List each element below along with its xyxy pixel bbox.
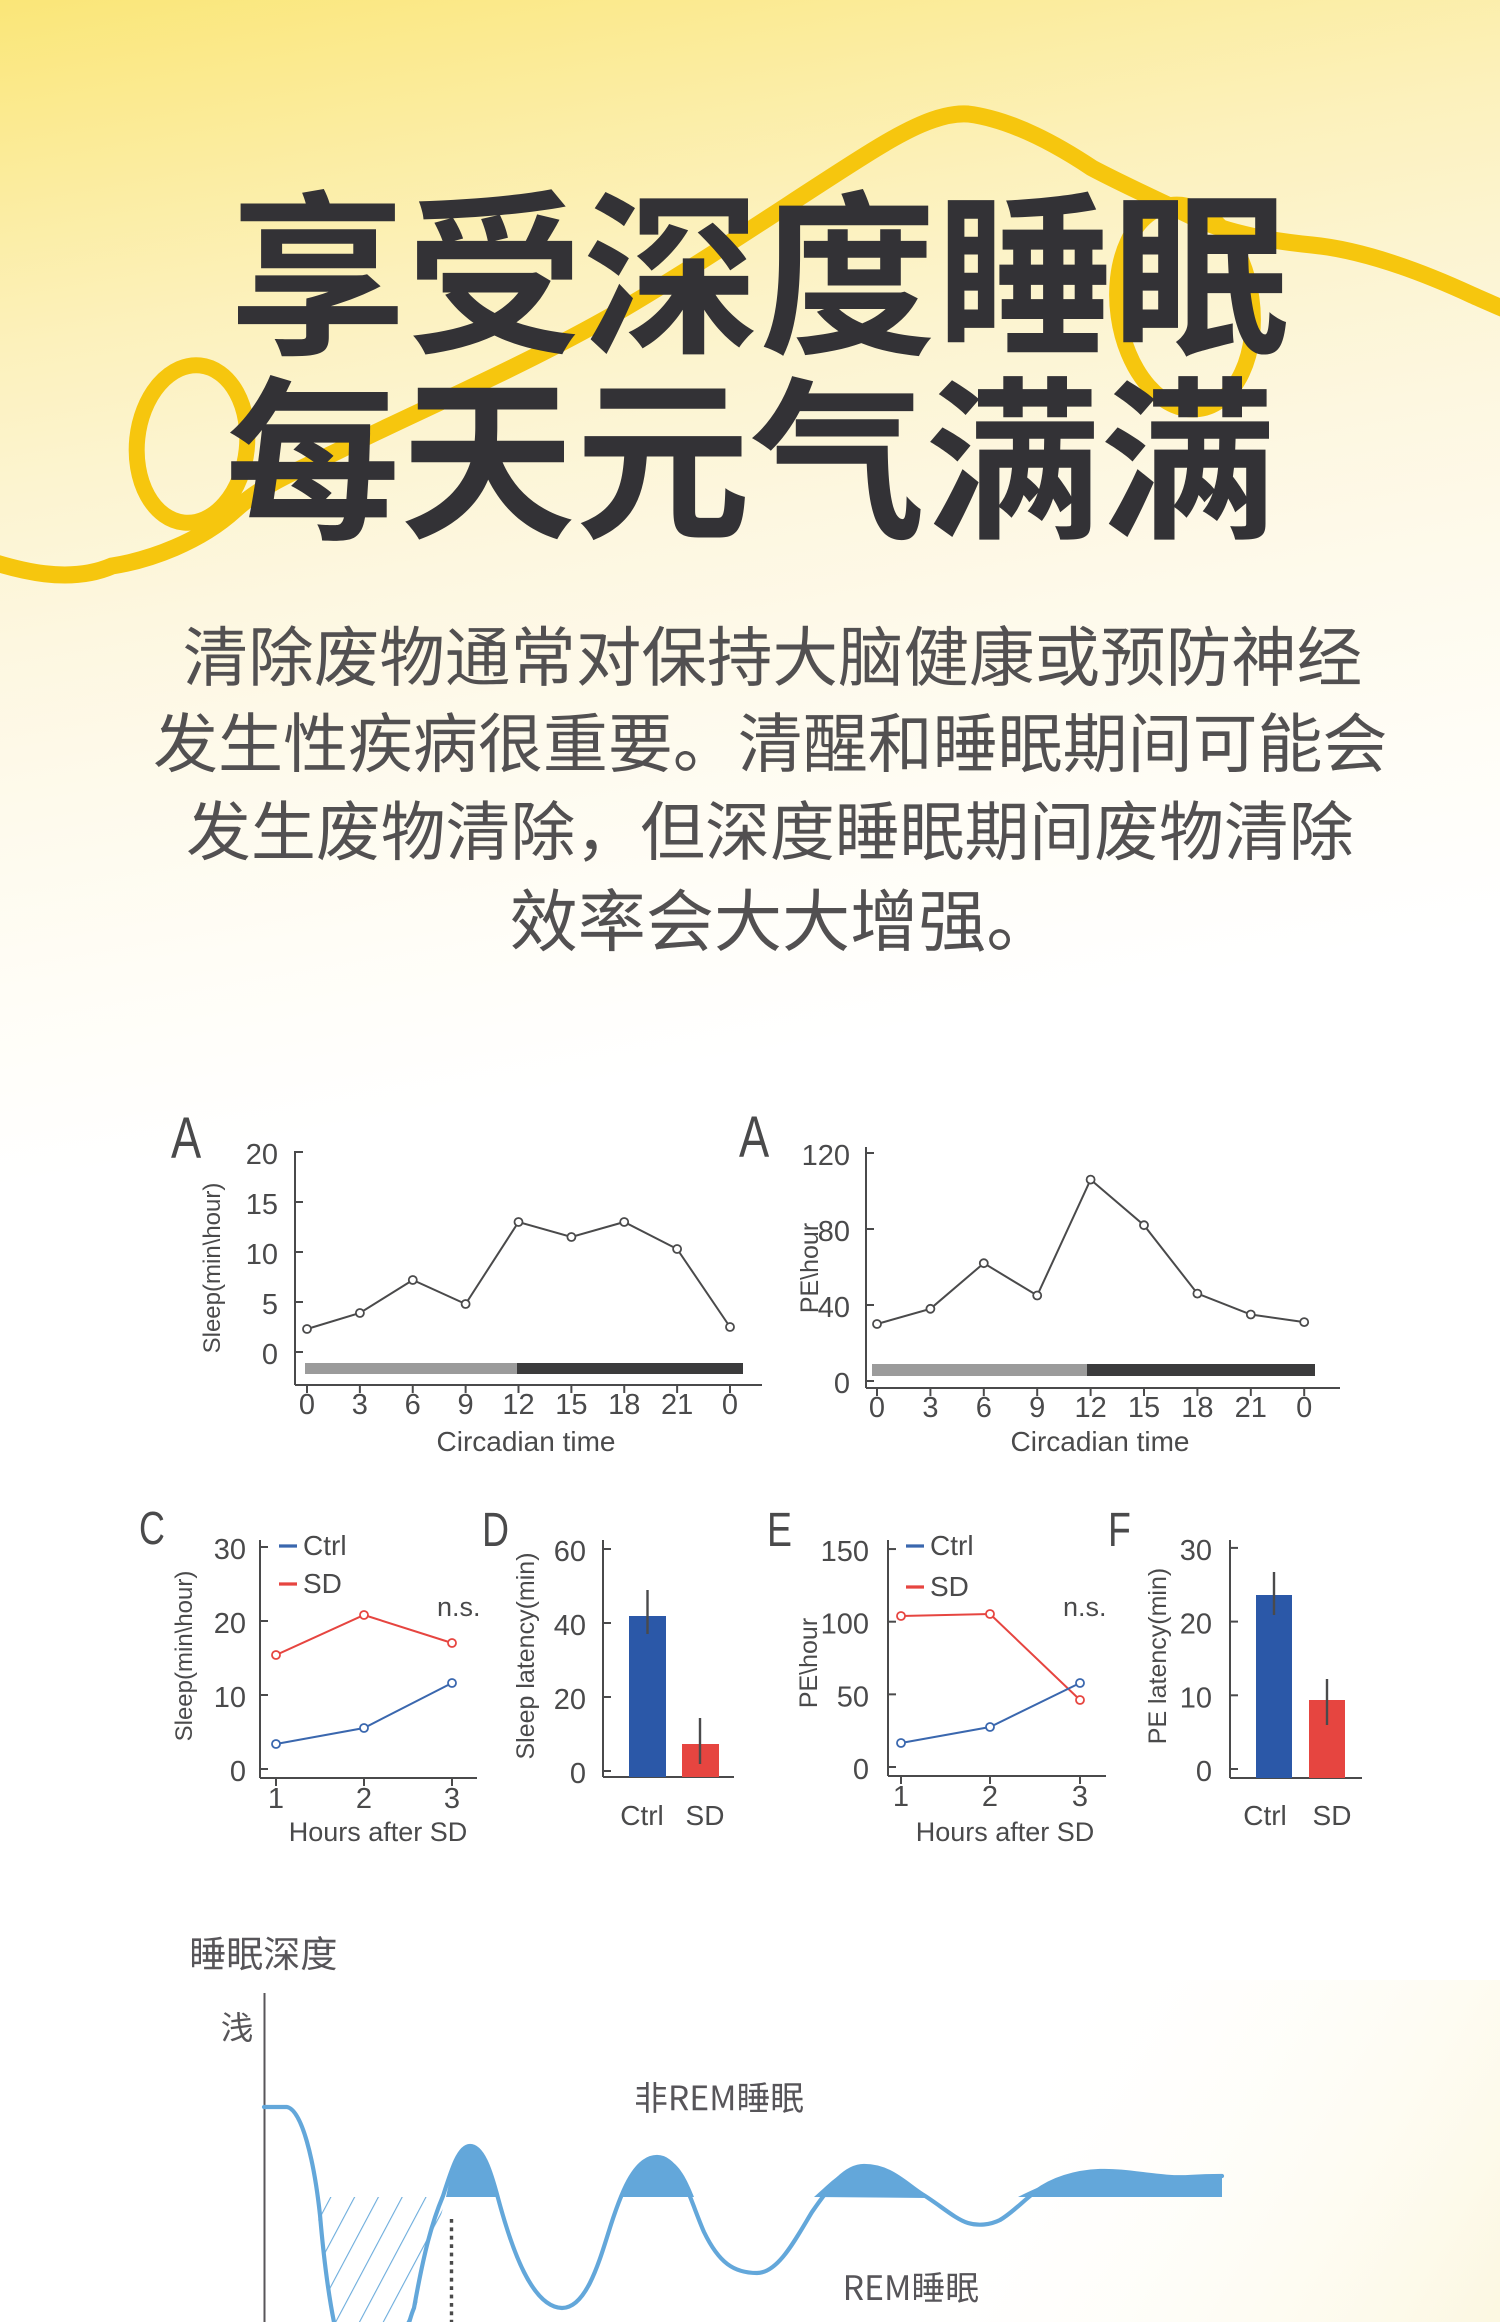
svg-text:0: 0 bbox=[853, 1754, 869, 1786]
svg-text:0: 0 bbox=[262, 1339, 278, 1371]
svg-text:2: 2 bbox=[356, 1783, 372, 1815]
svg-text:50: 50 bbox=[837, 1681, 869, 1713]
svg-text:20: 20 bbox=[214, 1608, 246, 1640]
svg-text:15: 15 bbox=[1128, 1392, 1160, 1424]
svg-text:10: 10 bbox=[214, 1682, 246, 1714]
svg-text:PE\hour: PE\hour bbox=[796, 1223, 824, 1313]
svg-text:0: 0 bbox=[230, 1756, 246, 1788]
svg-text:A: A bbox=[171, 1107, 201, 1172]
svg-text:E: E bbox=[767, 1504, 792, 1558]
svg-text:1: 1 bbox=[268, 1783, 284, 1815]
svg-text:1: 1 bbox=[893, 1781, 909, 1813]
svg-text:SD: SD bbox=[930, 1571, 969, 1602]
svg-text:6: 6 bbox=[405, 1389, 421, 1421]
svg-text:30: 30 bbox=[214, 1534, 246, 1566]
svg-text:3: 3 bbox=[1072, 1781, 1088, 1813]
svg-text:Sleep latency(min): Sleep latency(min) bbox=[512, 1552, 540, 1759]
svg-text:0: 0 bbox=[570, 1758, 586, 1790]
svg-text:Ctrl: Ctrl bbox=[1243, 1800, 1287, 1831]
svg-text:12: 12 bbox=[1074, 1392, 1106, 1424]
svg-text:0: 0 bbox=[1296, 1392, 1312, 1424]
svg-text:20: 20 bbox=[246, 1139, 278, 1171]
svg-text:n.s.: n.s. bbox=[1063, 1592, 1107, 1622]
svg-text:Hours after SD: Hours after SD bbox=[289, 1817, 468, 1847]
svg-text:3: 3 bbox=[352, 1389, 368, 1421]
svg-text:12: 12 bbox=[502, 1389, 534, 1421]
svg-text:C: C bbox=[139, 1503, 165, 1554]
svg-text:30: 30 bbox=[1180, 1535, 1212, 1567]
svg-text:Sleep(min\hour): Sleep(min\hour) bbox=[171, 1571, 198, 1742]
svg-text:3: 3 bbox=[922, 1392, 938, 1424]
svg-text:Ctrl: Ctrl bbox=[303, 1530, 347, 1561]
svg-text:20: 20 bbox=[554, 1684, 586, 1716]
svg-text:15: 15 bbox=[246, 1189, 278, 1221]
svg-text:n.s.: n.s. bbox=[437, 1592, 481, 1622]
svg-text:150: 150 bbox=[821, 1536, 869, 1568]
svg-text:Hours after SD: Hours after SD bbox=[916, 1817, 1095, 1847]
svg-text:10: 10 bbox=[246, 1239, 278, 1271]
svg-text:0: 0 bbox=[299, 1389, 315, 1421]
svg-text:Circadian time: Circadian time bbox=[1011, 1426, 1190, 1457]
svg-text:2: 2 bbox=[982, 1781, 998, 1813]
svg-text:40: 40 bbox=[554, 1610, 586, 1642]
svg-text:SD: SD bbox=[303, 1568, 342, 1599]
svg-text:15: 15 bbox=[555, 1389, 587, 1421]
svg-text:18: 18 bbox=[1181, 1392, 1213, 1424]
svg-text:F: F bbox=[1108, 1504, 1131, 1558]
svg-text:20: 20 bbox=[1180, 1609, 1212, 1641]
svg-text:6: 6 bbox=[976, 1392, 992, 1424]
svg-text:Circadian time: Circadian time bbox=[437, 1426, 616, 1457]
svg-text:0: 0 bbox=[1196, 1756, 1212, 1788]
svg-text:80: 80 bbox=[818, 1216, 850, 1248]
svg-text:Ctrl: Ctrl bbox=[930, 1530, 974, 1561]
svg-text:PE\hour: PE\hour bbox=[795, 1618, 823, 1708]
svg-text:0: 0 bbox=[722, 1389, 738, 1421]
svg-text:Ctrl: Ctrl bbox=[620, 1800, 664, 1831]
svg-text:60: 60 bbox=[554, 1536, 586, 1568]
svg-text:9: 9 bbox=[458, 1389, 474, 1421]
svg-text:0: 0 bbox=[834, 1368, 850, 1400]
svg-text:10: 10 bbox=[1180, 1682, 1212, 1714]
svg-text:D: D bbox=[482, 1504, 509, 1558]
svg-text:18: 18 bbox=[608, 1389, 640, 1421]
svg-text:0: 0 bbox=[869, 1392, 885, 1424]
svg-text:SD: SD bbox=[1313, 1800, 1352, 1831]
svg-text:PE latency(min): PE latency(min) bbox=[1144, 1568, 1172, 1744]
svg-text:A: A bbox=[739, 1106, 769, 1171]
svg-text:9: 9 bbox=[1029, 1392, 1045, 1424]
svg-text:120: 120 bbox=[802, 1140, 850, 1172]
svg-text:SD: SD bbox=[686, 1800, 725, 1831]
svg-text:21: 21 bbox=[1235, 1392, 1267, 1424]
svg-text:21: 21 bbox=[661, 1389, 693, 1421]
svg-text:5: 5 bbox=[262, 1289, 278, 1321]
svg-text:Sleep(min\hour): Sleep(min\hour) bbox=[199, 1183, 226, 1354]
svg-text:100: 100 bbox=[821, 1609, 869, 1641]
svg-text:40: 40 bbox=[818, 1292, 850, 1324]
svg-text:3: 3 bbox=[444, 1783, 460, 1815]
